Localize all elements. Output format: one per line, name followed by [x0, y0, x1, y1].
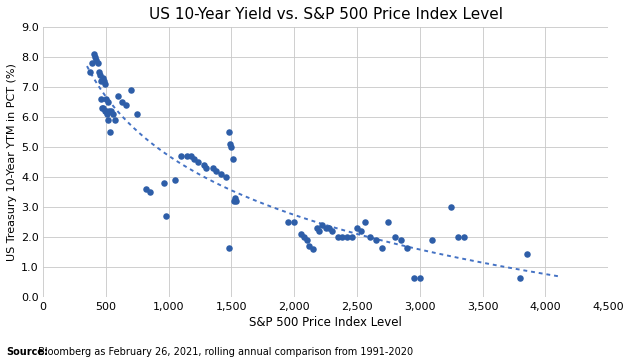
Point [327, 229, 337, 234]
Point [104, 108, 114, 114]
Point [201, 165, 211, 171]
Point [232, 199, 242, 204]
Point [314, 229, 324, 234]
Point [85, 69, 95, 75]
Point [459, 235, 469, 240]
Point [225, 142, 235, 147]
Point [189, 156, 199, 162]
Point [199, 162, 209, 168]
Point [337, 235, 347, 240]
Point [342, 235, 352, 240]
Point [408, 275, 418, 281]
Point [312, 226, 322, 231]
Point [106, 108, 116, 114]
Point [402, 245, 412, 251]
Point [144, 190, 155, 195]
Point [229, 199, 239, 204]
Point [308, 247, 318, 252]
Point [105, 130, 115, 135]
Point [117, 99, 127, 105]
Point [97, 105, 107, 111]
Point [228, 156, 238, 162]
Point [98, 75, 108, 81]
Point [446, 204, 456, 210]
Point [91, 57, 102, 63]
Point [211, 169, 221, 174]
Point [452, 235, 463, 240]
Point [158, 180, 168, 186]
Point [132, 112, 142, 117]
Text: Source:: Source: [6, 347, 49, 357]
Point [427, 238, 437, 243]
Point [347, 235, 357, 240]
Point [324, 226, 334, 231]
Point [87, 60, 97, 66]
Point [103, 117, 114, 123]
Point [390, 235, 400, 240]
Point [216, 171, 227, 177]
Point [352, 226, 362, 231]
Point [98, 105, 109, 111]
Point [100, 108, 110, 114]
Point [224, 245, 234, 251]
Point [365, 235, 375, 240]
Point [333, 235, 343, 240]
Point [299, 235, 309, 240]
Point [415, 275, 425, 281]
Point [97, 78, 107, 84]
Point [295, 231, 305, 237]
Point [101, 108, 111, 114]
Point [227, 144, 237, 150]
Point [208, 165, 218, 171]
Point [283, 219, 293, 225]
Point [396, 238, 406, 243]
Point [321, 226, 331, 231]
Point [95, 73, 105, 78]
Point [317, 222, 327, 228]
Point [176, 153, 186, 159]
Point [371, 238, 381, 243]
Point [102, 112, 112, 117]
Point [384, 219, 394, 225]
Point [230, 196, 240, 201]
Point [186, 153, 196, 159]
Point [108, 112, 118, 117]
Point [224, 130, 234, 135]
Point [304, 244, 314, 249]
Point [192, 160, 203, 165]
Point [522, 251, 532, 257]
Point [356, 229, 366, 234]
Title: US 10-Year Yield vs. S&P 500 Price Index Level: US 10-Year Yield vs. S&P 500 Price Index… [149, 7, 503, 22]
Point [114, 93, 124, 99]
Point [141, 187, 151, 192]
Point [89, 51, 99, 57]
Point [110, 117, 120, 123]
Point [99, 78, 109, 84]
Point [289, 219, 299, 225]
Point [93, 60, 103, 66]
Point [100, 82, 110, 87]
Point [516, 275, 526, 281]
Point [182, 153, 192, 159]
Point [90, 55, 100, 60]
Point [170, 178, 180, 183]
Point [94, 69, 104, 75]
Point [161, 213, 171, 219]
Y-axis label: US Treasury 10-Year YTM in PCT (%): US Treasury 10-Year YTM in PCT (%) [7, 64, 17, 261]
Point [103, 99, 113, 105]
Point [360, 219, 370, 225]
Point [121, 103, 131, 108]
X-axis label: S&P 500 Price Index Level: S&P 500 Price Index Level [249, 316, 402, 329]
Point [302, 238, 312, 243]
Point [377, 245, 387, 251]
Point [96, 96, 106, 102]
Text: Bloomberg as February 26, 2021, rolling annual comparison from 1991-2020: Bloomberg as February 26, 2021, rolling … [35, 347, 413, 357]
Point [126, 87, 136, 93]
Point [102, 96, 112, 102]
Point [221, 174, 232, 180]
